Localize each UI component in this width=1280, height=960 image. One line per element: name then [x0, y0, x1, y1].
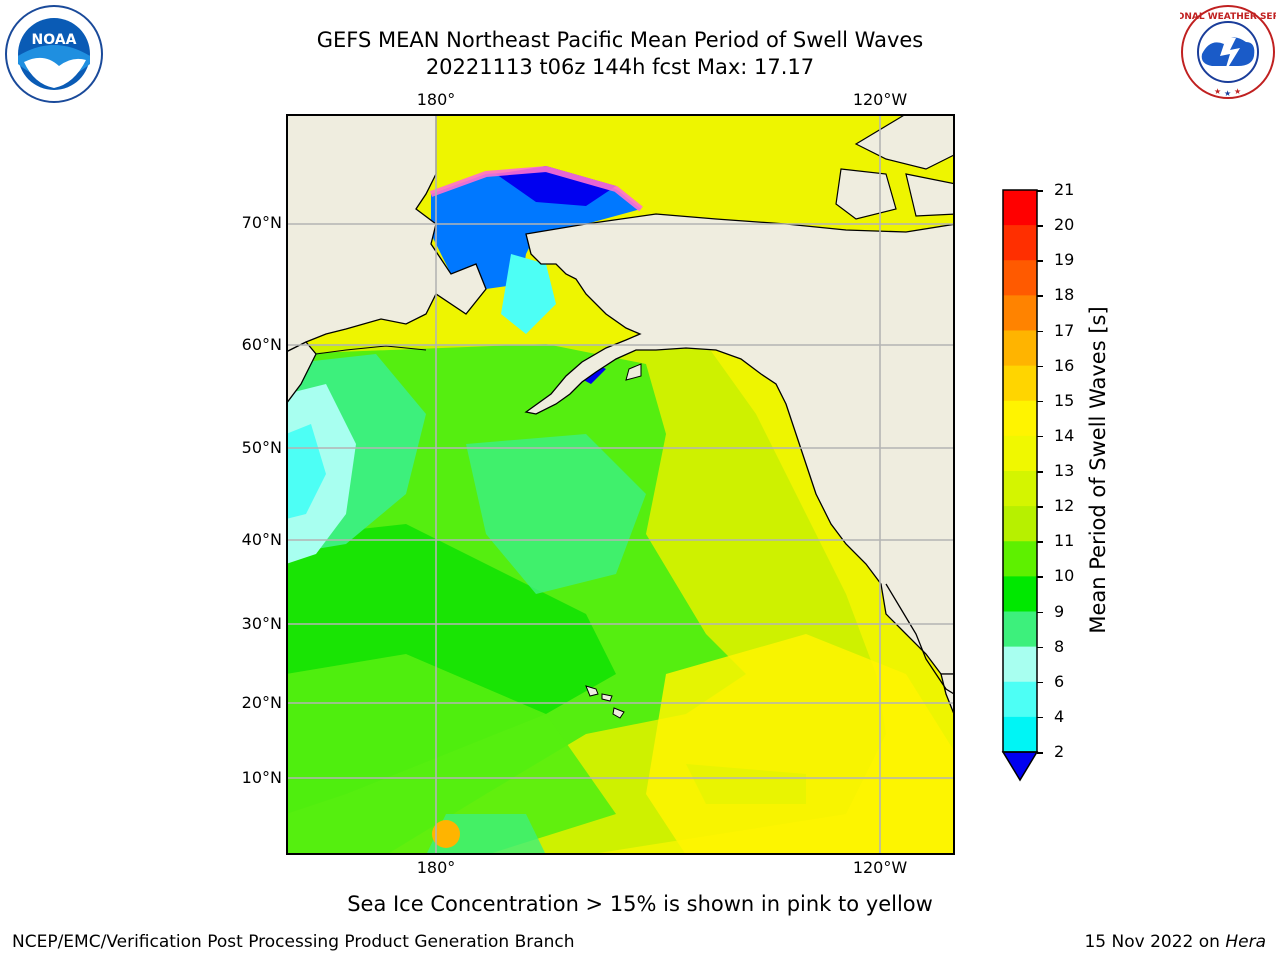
colorbar-segment [1003, 295, 1037, 331]
colorbar-segment [1003, 716, 1037, 753]
colorbar-tick-mark [1037, 330, 1043, 332]
lat-label-70n: 70°N [241, 213, 282, 232]
colorbar-tick-label: 20 [1054, 215, 1075, 235]
svg-text:★: ★ [1214, 87, 1221, 96]
national-weather-service-logo-icon: NATIONAL WEATHER SERVICE ★ ★ ★ [1180, 5, 1276, 99]
colorbar-tick-mark [1037, 435, 1043, 438]
colorbar-tick-mark [1037, 295, 1043, 297]
lon-label-top-180: 180° [416, 90, 456, 109]
colorbar-segment [1003, 225, 1037, 261]
colorbar-segment [1003, 681, 1037, 718]
footer-host: Hera [1225, 932, 1266, 952]
lon-label-bottom-180: 180° [416, 858, 456, 877]
colorbar-tick-mark [1037, 365, 1043, 368]
colorbar-tick-mark [1037, 716, 1043, 719]
colorbar-segment [1003, 330, 1037, 367]
colorbar-tick-mark [1037, 681, 1043, 684]
lat-label-60n: 60°N [241, 335, 282, 354]
colorbar-segment [1003, 646, 1037, 683]
colorbar-tick-mark [1037, 471, 1043, 473]
map-panel [286, 114, 955, 855]
colorbar-tick-label: 19 [1054, 250, 1075, 270]
colorbar-segment [1003, 541, 1037, 577]
colorbar-segment [1003, 435, 1037, 472]
map-frame [286, 114, 955, 855]
colorbar-tick-mark [1037, 611, 1043, 613]
colorbar-tick-label: 16 [1054, 355, 1075, 375]
lon-label-bottom-120w: 120°W [852, 858, 908, 877]
sea-ice-caption: Sea Ice Concentration > 15% is shown in … [347, 892, 933, 916]
svg-text:★: ★ [1224, 89, 1231, 98]
colorbar-tick-label: 2 [1054, 742, 1065, 761]
colorbar-segment [1003, 400, 1037, 437]
colorbar-tick-mark [1037, 190, 1043, 192]
colorbar-tick-label: 10 [1054, 566, 1075, 586]
colorbar-tick-label: 14 [1054, 425, 1075, 445]
colorbar-tick-mark [1037, 506, 1043, 508]
colorbar-label: Mean Period of Swell Waves [s] [1086, 306, 1110, 634]
colorbar-tick-label: 11 [1054, 531, 1075, 551]
colorbar-tick-label: 15 [1054, 390, 1075, 410]
lat-label-10n: 10°N [241, 768, 282, 787]
footer-credit: NCEP/EMC/Verification Post Processing Pr… [12, 932, 575, 952]
chart-subtitle: 20221113 t06z 144h fcst Max: 17.17 [425, 55, 815, 79]
lat-label-30n: 30°N [241, 614, 282, 633]
colorbar-segment [1003, 365, 1037, 402]
colorbar [1001, 189, 1039, 782]
svg-text:★: ★ [1234, 87, 1241, 96]
noaa-logo-icon: NOAA [5, 5, 103, 103]
footer-date-text: 15 Nov 2022 on [1084, 932, 1226, 952]
colorbar-segment [1003, 260, 1037, 296]
colorbar-segment [1003, 611, 1037, 648]
colorbar-tick-label: 9 [1054, 601, 1065, 621]
colorbar-tick-label: 8 [1054, 636, 1065, 656]
colorbar-tick-label: 12 [1054, 496, 1075, 516]
footer-date: 15 Nov 2022 on Hera [1084, 932, 1266, 952]
nws-ring-text: NATIONAL WEATHER SERVICE [1180, 12, 1276, 22]
colorbar-segment [1003, 190, 1037, 226]
colorbar-segment [1003, 576, 1037, 612]
colorbar-tick-label: 17 [1054, 320, 1075, 340]
colorbar-tick-label: 6 [1054, 671, 1065, 691]
colorbar-tick-label: 13 [1054, 461, 1075, 480]
lat-label-40n: 40°N [241, 530, 282, 549]
colorbar-tick-mark [1037, 576, 1043, 578]
colorbar-tick-label: 4 [1054, 706, 1065, 726]
colorbar-tick-mark [1037, 225, 1043, 227]
noaa-logo-text: NOAA [32, 32, 77, 48]
colorbar-segment [1003, 506, 1037, 542]
colorbar-tick-mark [1037, 260, 1043, 262]
lon-label-top-120w: 120°W [852, 90, 908, 109]
colorbar-tick-mark [1037, 400, 1043, 403]
lat-label-20n: 20°N [241, 693, 282, 712]
colorbar-tick-label: 18 [1054, 285, 1075, 305]
colorbar-tick-mark [1037, 646, 1043, 649]
lat-label-50n: 50°N [241, 438, 282, 457]
colorbar-tick-label: 21 [1054, 180, 1075, 199]
colorbar-underflow-triangle [1001, 751, 1039, 782]
chart-title: GEFS MEAN Northeast Pacific Mean Period … [316, 28, 924, 52]
graticule [286, 114, 954, 853]
colorbar-segment [1003, 471, 1037, 507]
orange-spot [432, 820, 460, 848]
colorbar-tick-mark [1037, 541, 1043, 543]
colorbar-tick-mark [1037, 752, 1043, 754]
